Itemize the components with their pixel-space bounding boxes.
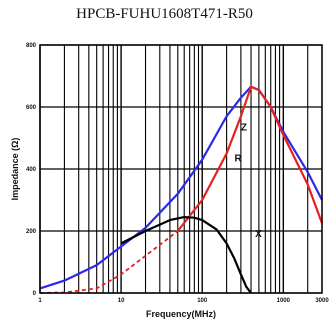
series-x-label: X [255, 229, 262, 240]
y-tick-label: 800 [26, 43, 37, 49]
y-tick-label: 400 [26, 167, 37, 173]
plot-frame [39, 44, 323, 294]
x-axis-label: Frequency(MHz) [146, 309, 216, 319]
x-tick-label: 1000 [277, 298, 291, 304]
series-r-dashed-line [39, 230, 179, 294]
series-x-line [120, 216, 252, 294]
series-r-label: R [234, 153, 242, 164]
series-r-line [176, 85, 324, 232]
y-tick-label: 200 [26, 229, 37, 235]
series-layer: Z R X [39, 85, 324, 294]
x-tick-label: 1 [38, 298, 42, 304]
series-z-label: Z [241, 122, 247, 133]
y-tick-label: 600 [26, 105, 37, 111]
y-axis-label: Impedance (Ω) [10, 138, 20, 201]
x-tick-label: 3000 [315, 298, 329, 304]
tick-labels: 1 10 100 1000 3000 0 200 400 600 800 [26, 43, 329, 304]
chart-title: HPCB-FUHU1608T471-R50 [76, 6, 253, 22]
grid-layer [39, 44, 323, 294]
x-tick-label: 10 [118, 298, 125, 304]
y-tick-label: 0 [33, 291, 37, 297]
x-tick-label: 100 [197, 298, 208, 304]
